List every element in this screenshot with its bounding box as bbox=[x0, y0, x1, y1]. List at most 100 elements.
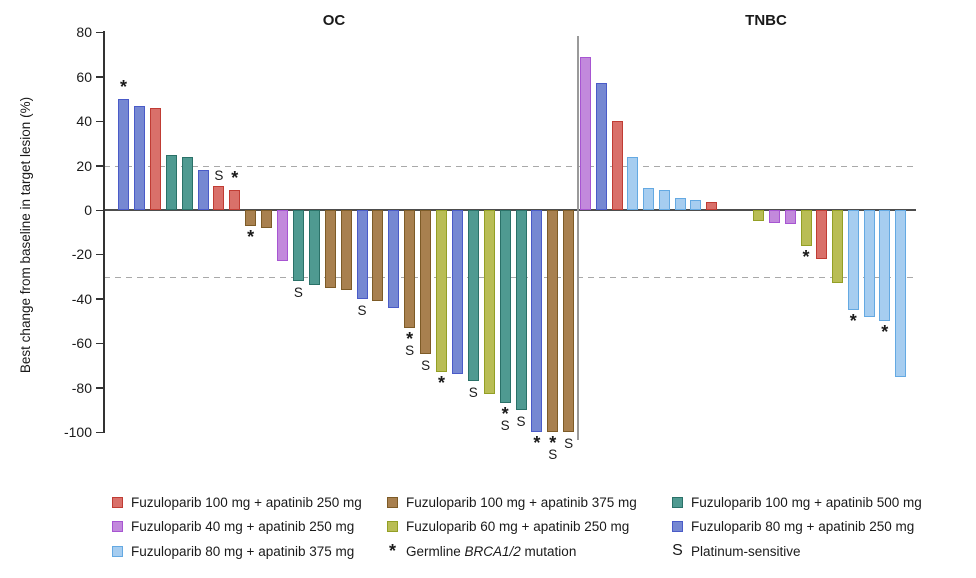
y-axis-line bbox=[103, 31, 105, 433]
platinum-sensitive-flag: S bbox=[548, 447, 558, 462]
y-axis-tick bbox=[96, 253, 103, 256]
bar-oc-17 bbox=[388, 210, 400, 308]
bar-tnbc-20 bbox=[895, 210, 906, 377]
y-axis-tick bbox=[96, 431, 103, 433]
platinum-sensitive-flag: S bbox=[564, 436, 574, 451]
bar-oc-26 bbox=[531, 210, 543, 432]
y-axis-tick-label: -60 bbox=[71, 335, 92, 352]
platinum-sensitive-flag: S bbox=[516, 413, 526, 429]
legend-swatch-orchid bbox=[112, 521, 123, 532]
y-axis-tick bbox=[96, 76, 103, 78]
legend-swatch-slate bbox=[672, 521, 683, 532]
bar-oc-1 bbox=[133, 105, 145, 210]
y-axis-tick-label: -40 bbox=[71, 290, 92, 307]
y-axis-tick-label: 20 bbox=[76, 157, 92, 174]
bar-oc-18 bbox=[404, 210, 416, 328]
legend-swatch-brown bbox=[387, 496, 398, 508]
y-axis-tick-label: -20 bbox=[71, 246, 92, 263]
bar-tnbc-12 bbox=[769, 210, 780, 224]
bar-oc-9 bbox=[261, 210, 273, 228]
bar-oc-23 bbox=[483, 210, 495, 395]
bar-oc-5 bbox=[197, 170, 209, 210]
platinum-sensitive-flag: S bbox=[293, 285, 303, 301]
platinum-sensitive-flag: S bbox=[421, 358, 431, 374]
bar-oc-15 bbox=[356, 210, 368, 299]
panel-divider bbox=[577, 36, 579, 440]
legend-item-asterisk: * Germline BRCA1/2 mutation bbox=[387, 542, 577, 560]
legend-item-teal: Fuzuloparib 100 mg + apatinib 500 mg bbox=[672, 494, 922, 510]
legend-item-olive: Fuzuloparib 60 mg + apatinib 250 mg bbox=[387, 519, 629, 535]
bar-oc-25 bbox=[515, 210, 527, 410]
legend-label: Fuzuloparib 80 mg + apatinib 375 mg bbox=[131, 543, 355, 559]
legend-label: Fuzuloparib 60 mg + apatinib 250 mg bbox=[406, 519, 630, 534]
legend-label-germline: Germline BRCA1/2 mutation bbox=[406, 543, 577, 559]
germline-mutation-flag: * bbox=[406, 328, 414, 349]
legend-item-red: Fuzuloparib 100 mg + apatinib 250 mg bbox=[112, 494, 362, 510]
legend-label: Fuzuloparib 40 mg + apatinib 250 mg bbox=[131, 519, 355, 534]
y-axis-tick bbox=[96, 120, 103, 123]
legend-swatch-teal bbox=[672, 496, 683, 508]
y-axis-tick-label: 0 bbox=[84, 202, 92, 218]
panel-title-oc: OC bbox=[322, 12, 346, 29]
y-axis-tick bbox=[96, 298, 103, 300]
legend-label: Fuzuloparib 80 mg + apatinib 250 mg bbox=[691, 519, 915, 534]
germline-mutation-flag: * bbox=[849, 310, 857, 331]
bar-oc-28 bbox=[563, 210, 575, 432]
bar-tnbc-7 bbox=[690, 200, 702, 210]
germline-mutation-flag: * bbox=[501, 404, 509, 425]
bar-tnbc-4 bbox=[643, 187, 654, 210]
y-axis-tick-label: 60 bbox=[76, 68, 92, 85]
germline-mutation-flag: * bbox=[437, 373, 445, 394]
y-axis-tick bbox=[96, 165, 103, 167]
bar-oc-21 bbox=[451, 210, 463, 375]
bar-oc-10 bbox=[277, 210, 288, 262]
y-axis-tick bbox=[96, 31, 103, 34]
legend-swatch-red bbox=[112, 496, 123, 508]
y-axis-tick bbox=[96, 209, 103, 211]
germline-mutation-flag: * bbox=[533, 433, 541, 453]
bar-oc-12 bbox=[308, 210, 320, 286]
bar-oc-22 bbox=[467, 210, 479, 381]
bar-tnbc-14 bbox=[800, 210, 812, 246]
bar-tnbc-15 bbox=[816, 210, 828, 259]
legend-label: Fuzuloparib 100 mg + apatinib 250 mg bbox=[131, 494, 362, 510]
legend-swatch-olive bbox=[387, 521, 398, 532]
bar-tnbc-19 bbox=[879, 210, 891, 321]
bar-oc-3 bbox=[165, 154, 177, 210]
germline-mutation-flag: * bbox=[231, 168, 239, 189]
bar-oc-16 bbox=[372, 210, 384, 302]
bar-oc-14 bbox=[340, 210, 352, 290]
bar-oc-27 bbox=[547, 210, 559, 432]
germline-mutation-flag: * bbox=[549, 433, 557, 453]
bar-tnbc-18 bbox=[863, 210, 875, 317]
legend-item-slate: Fuzuloparib 80 mg + apatinib 250 mg bbox=[672, 519, 914, 535]
platinum-sensitive-flag: S bbox=[357, 302, 367, 318]
legend-item-orchid: Fuzuloparib 40 mg + apatinib 250 mg bbox=[112, 519, 354, 535]
germline-mutation-flag: * bbox=[119, 77, 127, 97]
bar-oc-20 bbox=[436, 210, 447, 373]
bar-oc-8 bbox=[245, 210, 257, 226]
y-axis-tick-label: -100 bbox=[63, 424, 92, 440]
legend-item-brown: Fuzuloparib 100 mg + apatinib 375 mg bbox=[387, 494, 637, 510]
bar-tnbc-13 bbox=[784, 210, 796, 225]
bar-tnbc-0 bbox=[580, 56, 591, 210]
s-icon: S bbox=[672, 542, 683, 559]
bar-tnbc-5 bbox=[658, 190, 670, 210]
bar-oc-13 bbox=[324, 210, 336, 288]
gene-name: BRCA1/2 bbox=[464, 543, 521, 559]
panel-title-tnbc: TNBC bbox=[745, 12, 787, 29]
legend-swatch-sky bbox=[112, 545, 123, 557]
bar-oc-7 bbox=[229, 190, 241, 210]
legend-label-platinum: Platinum-sensitive bbox=[691, 543, 801, 559]
bar-oc-4 bbox=[181, 156, 193, 210]
bar-tnbc-2 bbox=[611, 121, 623, 210]
platinum-sensitive-flag: S bbox=[405, 342, 415, 358]
germline-mutation-flag: * bbox=[247, 226, 255, 247]
bar-oc-11 bbox=[292, 210, 304, 282]
bar-tnbc-3 bbox=[627, 156, 639, 210]
y-axis-tick bbox=[96, 387, 103, 389]
y-axis-tick bbox=[96, 342, 103, 345]
